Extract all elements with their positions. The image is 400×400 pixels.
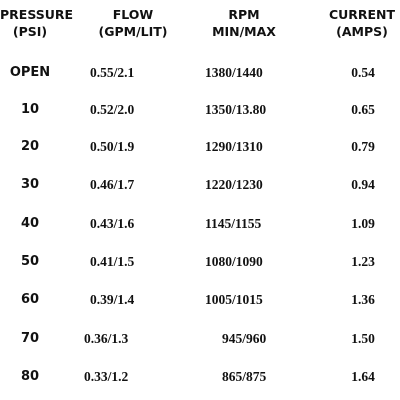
- cell-rpm: 1350/13.80: [205, 102, 267, 117]
- table-row: 50 0.41/1.5 1080/1090 1.23: [0, 252, 400, 272]
- table-row: OPEN 0.55/2.1 1380/1440 0.54: [0, 63, 400, 83]
- table-row: 20 0.50/1.9 1290/1310 0.79: [0, 137, 400, 157]
- cell-rpm: 1080/1090: [205, 254, 263, 269]
- cell-current: 1.50: [351, 331, 375, 346]
- header-pressure-title: PRESSURE: [0, 7, 74, 22]
- cell-current: 0.65: [351, 102, 375, 117]
- header-current-title: CURRENT: [328, 7, 396, 22]
- cell-rpm: 1380/1440: [205, 65, 263, 80]
- cell-pressure: 60: [20, 292, 40, 307]
- table-row: 60 0.39/1.4 1005/1015 1.36: [0, 290, 400, 310]
- table-row: 40 0.43/1.6 1145/1155 1.09: [0, 214, 400, 234]
- cell-pressure: 30: [20, 177, 40, 192]
- cell-rpm: 865/875: [222, 369, 267, 384]
- cell-rpm: 1005/1015: [205, 292, 263, 307]
- cell-flow: 0.46/1.7: [90, 177, 135, 192]
- cell-flow: 0.36/1.3: [84, 331, 129, 346]
- cell-flow: 0.52/2.0: [90, 102, 135, 117]
- cell-rpm: 1145/1155: [205, 216, 262, 231]
- cell-pressure: 50: [20, 254, 40, 269]
- header-flow-title: FLOW: [112, 7, 154, 22]
- cell-current: 1.36: [351, 292, 375, 307]
- table-row: 80 0.33/1.2 865/875 1.64: [0, 367, 400, 387]
- header-current: CURRENT (AMPS): [322, 6, 400, 40]
- table-row: 70 0.36/1.3 945/960 1.50: [0, 329, 400, 349]
- header-pressure: PRESSURE (PSI): [0, 6, 74, 40]
- cell-current: 1.23: [351, 254, 375, 269]
- header-rpm-unit: MIN/MAX: [212, 24, 276, 39]
- cell-current: 1.64: [351, 369, 375, 384]
- cell-pressure: 10: [20, 102, 40, 117]
- cell-pressure: 70: [20, 331, 40, 346]
- cell-flow: 0.33/1.2: [84, 369, 129, 384]
- cell-flow: 0.55/2.1: [90, 65, 135, 80]
- header-rpm: RPM MIN/MAX: [198, 6, 290, 40]
- header-flow-unit: (GPM/LIT): [98, 24, 168, 39]
- cell-rpm: 945/960: [222, 331, 267, 346]
- cell-rpm: 1290/1310: [205, 139, 263, 154]
- header-rpm-title: RPM: [228, 7, 260, 22]
- cell-flow: 0.43/1.6: [90, 216, 135, 231]
- cell-pressure: OPEN: [9, 65, 51, 80]
- cell-pressure: 40: [20, 216, 40, 231]
- cell-flow: 0.39/1.4: [90, 292, 135, 307]
- table-header: PRESSURE (PSI) FLOW (GPM/LIT) RPM MIN/MA…: [0, 6, 400, 46]
- cell-current: 0.79: [351, 139, 375, 154]
- cell-pressure: 80: [20, 369, 40, 384]
- cell-current: 1.09: [351, 216, 375, 231]
- cell-flow: 0.50/1.9: [90, 139, 135, 154]
- header-pressure-unit: (PSI): [12, 24, 48, 39]
- table-row: 30 0.46/1.7 1220/1230 0.94: [0, 175, 400, 195]
- cell-current: 0.94: [351, 177, 375, 192]
- cell-rpm: 1220/1230: [205, 177, 263, 192]
- cell-flow: 0.41/1.5: [90, 254, 135, 269]
- header-flow: FLOW (GPM/LIT): [86, 6, 180, 40]
- cell-current: 0.54: [351, 65, 375, 80]
- header-current-unit: (AMPS): [336, 24, 388, 39]
- cell-pressure: 20: [20, 139, 40, 154]
- table-row: 10 0.52/2.0 1350/13.80 0.65: [0, 100, 400, 120]
